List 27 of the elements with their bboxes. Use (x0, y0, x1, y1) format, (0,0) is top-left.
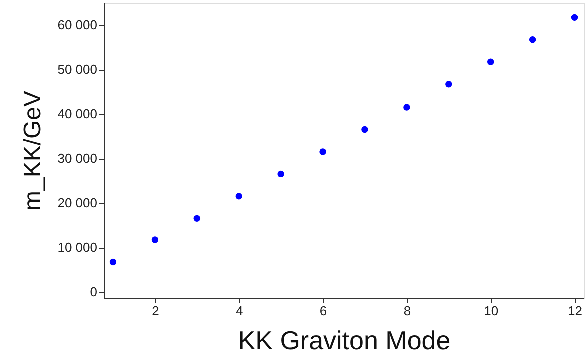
x-tick-label: 8 (404, 304, 412, 318)
y-tick-label: 30 000 (58, 151, 98, 166)
point (152, 236, 159, 244)
point (404, 104, 410, 111)
point (488, 58, 494, 66)
y-axis-title: m_KK/GeV (20, 90, 47, 212)
x-tick-label: 4 (236, 304, 244, 318)
x-axis-title: KK Graviton Mode (238, 326, 451, 353)
y-tick-label: 0 (90, 284, 98, 300)
point (446, 81, 452, 88)
x-tick-label: 10 (484, 304, 499, 318)
point (320, 148, 326, 156)
y-tick-label: 50 000 (58, 62, 98, 78)
x-tick-label: 6 (320, 304, 328, 318)
point (362, 126, 368, 134)
x-tick-label: 12 (568, 304, 583, 318)
y-tick-label: 10 000 (58, 240, 98, 256)
x-tick-label: 2 (152, 304, 160, 318)
y-tick-label: 60 000 (58, 18, 98, 33)
point (194, 215, 200, 222)
point (236, 193, 242, 200)
point (110, 258, 117, 266)
y-tick-label: 20 000 (58, 196, 98, 211)
point (529, 36, 536, 44)
point (278, 170, 284, 178)
point (571, 14, 578, 22)
y-tick-label: 40 000 (58, 106, 98, 122)
